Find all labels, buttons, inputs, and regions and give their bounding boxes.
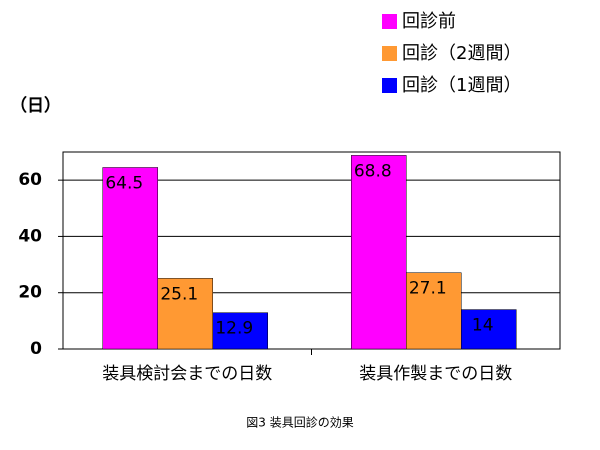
y-tick-label: 20 [18,283,42,303]
y-axis-label: （日） [10,95,61,116]
bar [406,272,462,350]
data-label: 14 [472,316,494,336]
y-tick-label: 0 [30,339,42,359]
legend-label: 回診（2週間） [402,43,521,64]
data-label: 12.9 [215,319,253,339]
bar [102,167,158,350]
data-label: 68.8 [354,161,392,181]
bar [461,309,517,350]
chart-title: 図3 装具回診の効果 [246,415,353,430]
bar [351,155,407,350]
bar [212,312,268,350]
legend-label: 回診（1週間） [402,75,521,96]
x-tick-label: 装具作製までの日数 [359,364,512,384]
legend-swatch [382,14,397,29]
y-tick-label: 40 [18,226,42,246]
data-label: 25.1 [160,284,198,304]
legend-label: 回診前 [402,11,456,32]
x-tick-label: 装具検討会までの日数 [102,364,272,384]
legend-swatch [382,46,397,61]
data-label: 27.1 [409,279,447,299]
y-tick-label: 60 [18,170,42,190]
legend-swatch [382,78,397,93]
data-label: 64.5 [105,173,143,193]
